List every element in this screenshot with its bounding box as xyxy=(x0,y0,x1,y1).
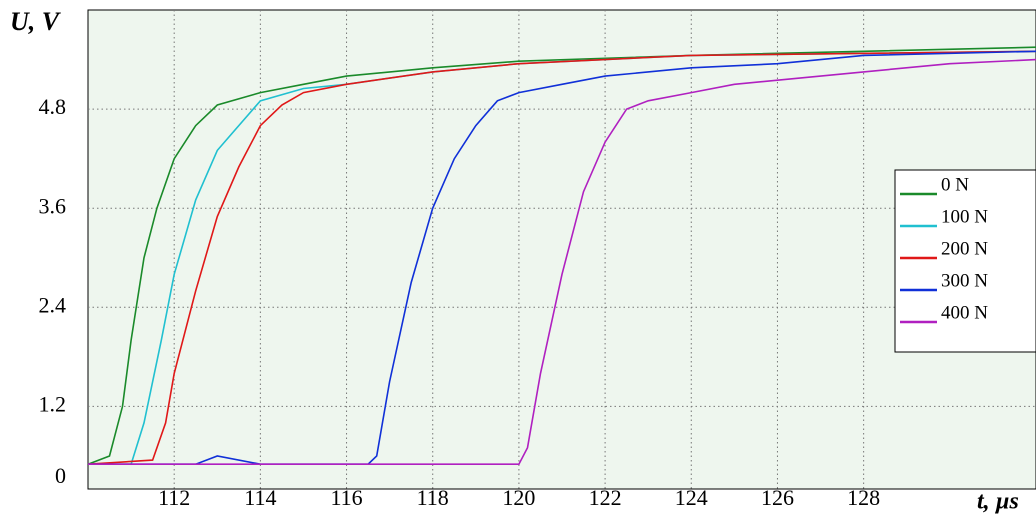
legend-label: 200 N xyxy=(941,238,988,259)
x-tick-label: 122 xyxy=(589,485,622,510)
x-tick-label: 126 xyxy=(761,485,794,510)
x-tick-label: 124 xyxy=(675,485,708,510)
legend-label: 400 N xyxy=(941,302,988,323)
x-tick-label: 120 xyxy=(502,485,535,510)
y-tick-label: 3.6 xyxy=(39,193,67,218)
x-axis-label: t, µs xyxy=(977,489,1019,515)
y-tick-label: 4.8 xyxy=(39,94,67,119)
legend-label: 0 N xyxy=(941,174,969,195)
plot-area xyxy=(87,9,1036,490)
y-tick-label: 2.4 xyxy=(39,292,67,317)
x-tick-label: 114 xyxy=(244,485,276,510)
series-line xyxy=(87,46,1036,465)
x-tick-label: 112 xyxy=(158,485,190,510)
legend: 0 N 100 N 200 N 300 N 400 N xyxy=(894,169,1036,353)
y-axis-label: U, V xyxy=(10,7,62,36)
series-line xyxy=(87,50,1036,465)
legend-label: 100 N xyxy=(941,206,988,227)
origin-label: 0 xyxy=(55,463,66,488)
legend-label: 300 N xyxy=(941,270,988,291)
legend-box xyxy=(894,169,1036,353)
x-tick-label: 116 xyxy=(330,485,362,510)
y-tick-label: 1.2 xyxy=(39,391,67,416)
series-line xyxy=(88,58,1036,465)
x-tick-label: 128 xyxy=(847,485,880,510)
x-tick-label: 118 xyxy=(417,485,449,510)
